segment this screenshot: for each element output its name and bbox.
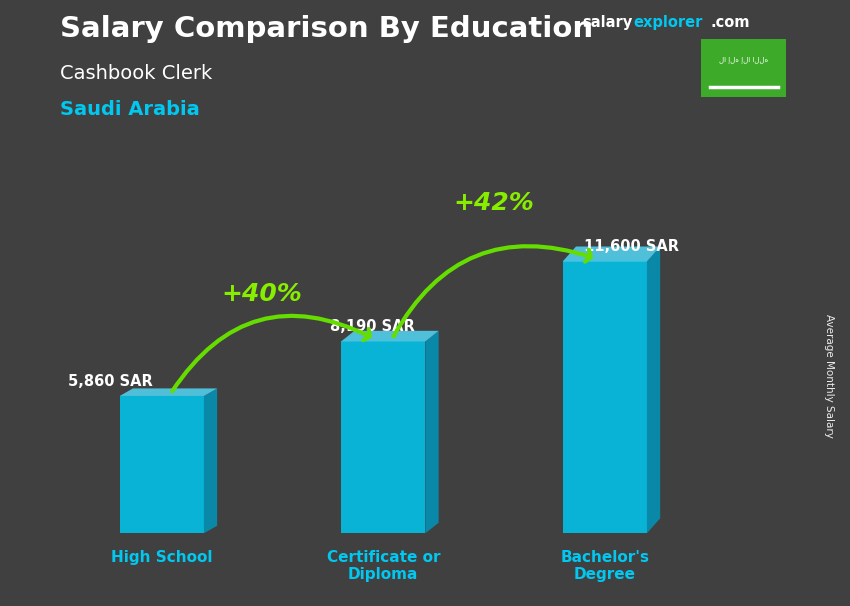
Polygon shape (563, 247, 660, 261)
Text: +42%: +42% (454, 191, 535, 215)
Polygon shape (647, 247, 660, 533)
Text: Cashbook Clerk: Cashbook Clerk (60, 64, 212, 82)
Text: Saudi Arabia: Saudi Arabia (60, 100, 199, 119)
Text: لا إله إلا الله: لا إله إلا الله (719, 56, 768, 63)
Polygon shape (120, 388, 217, 396)
Text: 5,860 SAR: 5,860 SAR (69, 374, 153, 389)
Polygon shape (120, 396, 204, 533)
Polygon shape (563, 261, 647, 533)
Polygon shape (425, 331, 439, 533)
Text: Salary Comparison By Education: Salary Comparison By Education (60, 15, 592, 43)
Polygon shape (341, 341, 425, 533)
Text: 8,190 SAR: 8,190 SAR (330, 319, 415, 335)
Text: 11,600 SAR: 11,600 SAR (584, 239, 679, 255)
Text: .com: .com (711, 15, 750, 30)
Polygon shape (204, 388, 217, 533)
Text: Average Monthly Salary: Average Monthly Salary (824, 314, 834, 438)
Text: explorer: explorer (633, 15, 703, 30)
Polygon shape (341, 331, 439, 341)
Text: +40%: +40% (221, 282, 302, 305)
Text: salary: salary (582, 15, 632, 30)
